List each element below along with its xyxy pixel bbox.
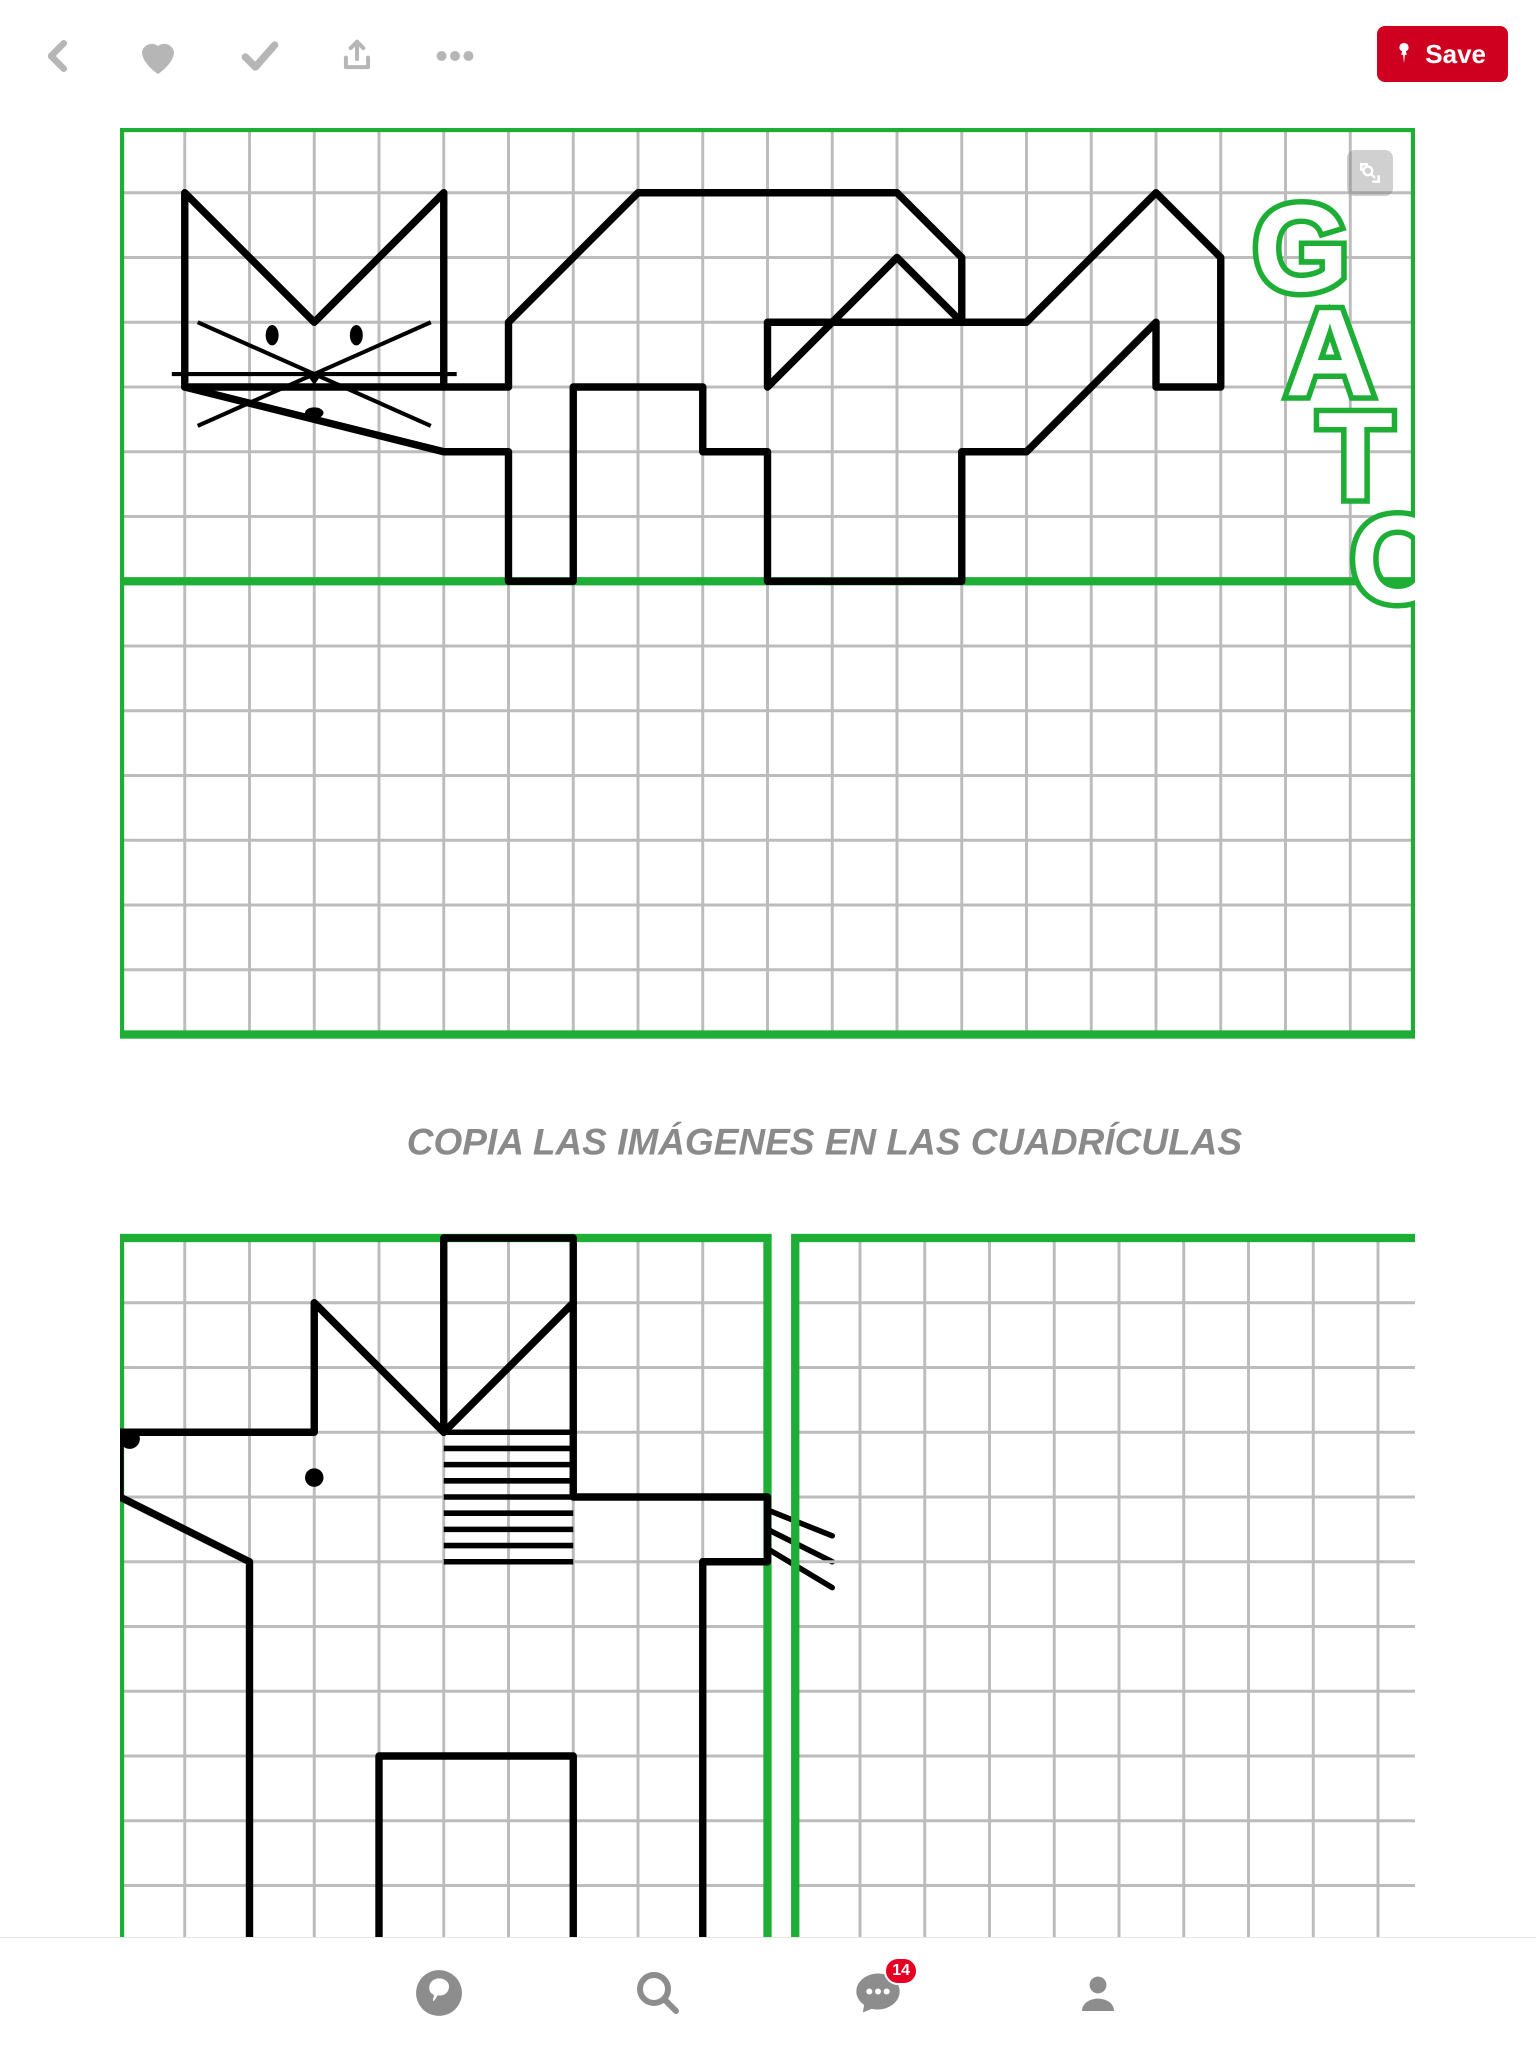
pin-image[interactable]: GGAATTOOCOPIA LAS IMÁGENES EN LAS CUADRÍ… [120,128,1415,2048]
heart-icon[interactable] [134,32,182,80]
bottom-nav: 14 [0,1937,1536,2048]
pinterest-icon[interactable] [414,1968,464,2018]
svg-text:COPIA LAS IMÁGENES EN LAS CUAD: COPIA LAS IMÁGENES EN LAS CUADRÍCULAS [407,1122,1243,1163]
toolbar-left-group [0,32,478,80]
more-icon[interactable] [432,33,478,79]
share-icon[interactable] [338,37,376,75]
save-button[interactable]: Save [1377,26,1508,82]
expand-icon[interactable] [1347,150,1393,196]
save-button-label: Save [1425,39,1486,70]
top-toolbar: Save [0,28,1536,84]
search-icon[interactable] [634,1969,682,2017]
back-icon[interactable] [40,37,78,75]
check-icon[interactable] [238,34,282,78]
svg-text:O: O [1350,492,1415,629]
worksheet-svg: GGAATTOOCOPIA LAS IMÁGENES EN LAS CUADRÍ… [120,128,1415,2048]
notification-badge: 14 [884,1957,918,1985]
profile-icon[interactable] [1074,1969,1122,2017]
chat-icon[interactable]: 14 [852,1967,904,2019]
